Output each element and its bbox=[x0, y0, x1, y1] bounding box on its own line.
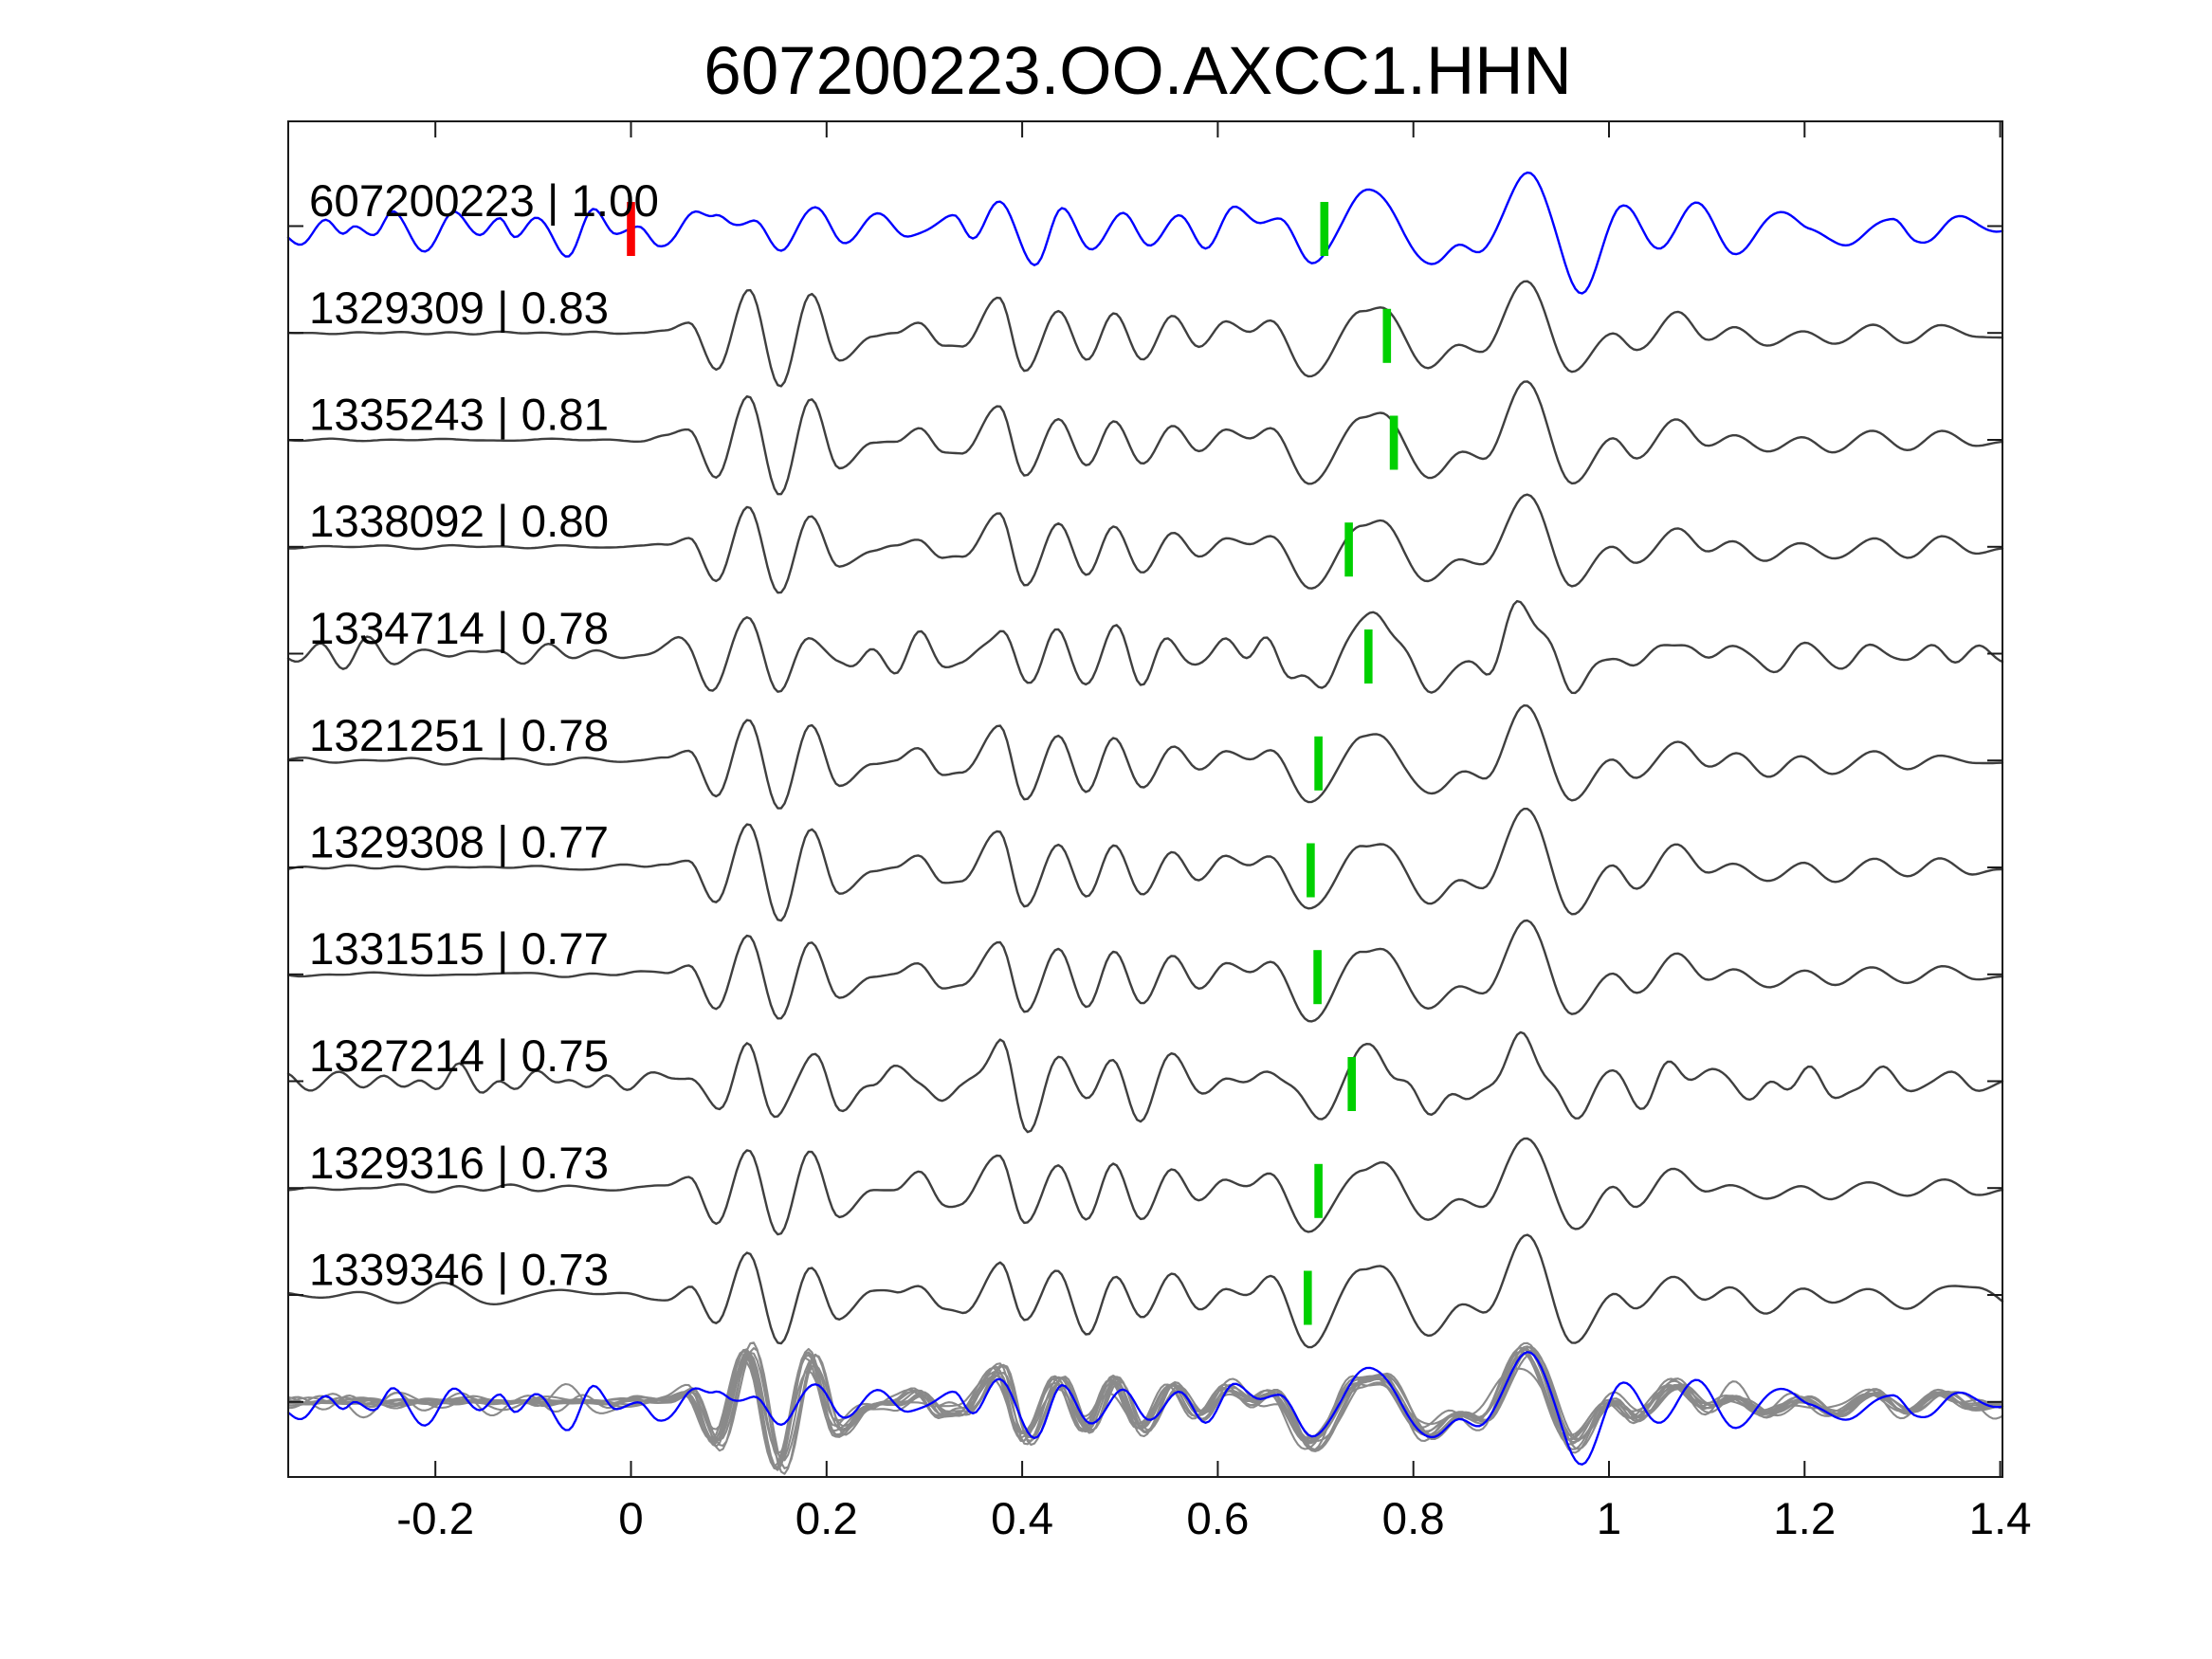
svg-text:0: 0 bbox=[618, 1494, 643, 1544]
svg-text:1331515 | 0.77: 1331515 | 0.77 bbox=[309, 924, 609, 975]
svg-text:0.6: 0.6 bbox=[1186, 1494, 1249, 1544]
svg-text:1327214 | 0.75: 1327214 | 0.75 bbox=[309, 1031, 609, 1082]
svg-text:607200223.OO.AXCC1.HHN: 607200223.OO.AXCC1.HHN bbox=[704, 34, 1572, 109]
svg-text:1339346 | 0.73: 1339346 | 0.73 bbox=[309, 1246, 609, 1296]
svg-text:0.2: 0.2 bbox=[795, 1494, 858, 1544]
svg-text:1329308 | 0.77: 1329308 | 0.77 bbox=[309, 818, 609, 868]
svg-text:1.4: 1.4 bbox=[1969, 1494, 2032, 1544]
svg-text:1.2: 1.2 bbox=[1773, 1494, 1836, 1544]
svg-text:1321251 | 0.78: 1321251 | 0.78 bbox=[309, 711, 609, 761]
svg-text:1338092 | 0.80: 1338092 | 0.80 bbox=[309, 497, 609, 547]
svg-text:607200223 | 1.00: 607200223 | 1.00 bbox=[309, 176, 659, 227]
svg-text:0.8: 0.8 bbox=[1382, 1494, 1445, 1544]
svg-text:1: 1 bbox=[1597, 1494, 1621, 1544]
svg-text:1334714 | 0.78: 1334714 | 0.78 bbox=[309, 604, 609, 654]
svg-text:1329316 | 0.73: 1329316 | 0.73 bbox=[309, 1139, 609, 1189]
svg-text:1335243 | 0.81: 1335243 | 0.81 bbox=[309, 391, 609, 441]
svg-text:1329309 | 0.83: 1329309 | 0.83 bbox=[309, 283, 609, 334]
svg-text:0.4: 0.4 bbox=[991, 1494, 1053, 1544]
svg-text:-0.2: -0.2 bbox=[396, 1494, 474, 1544]
